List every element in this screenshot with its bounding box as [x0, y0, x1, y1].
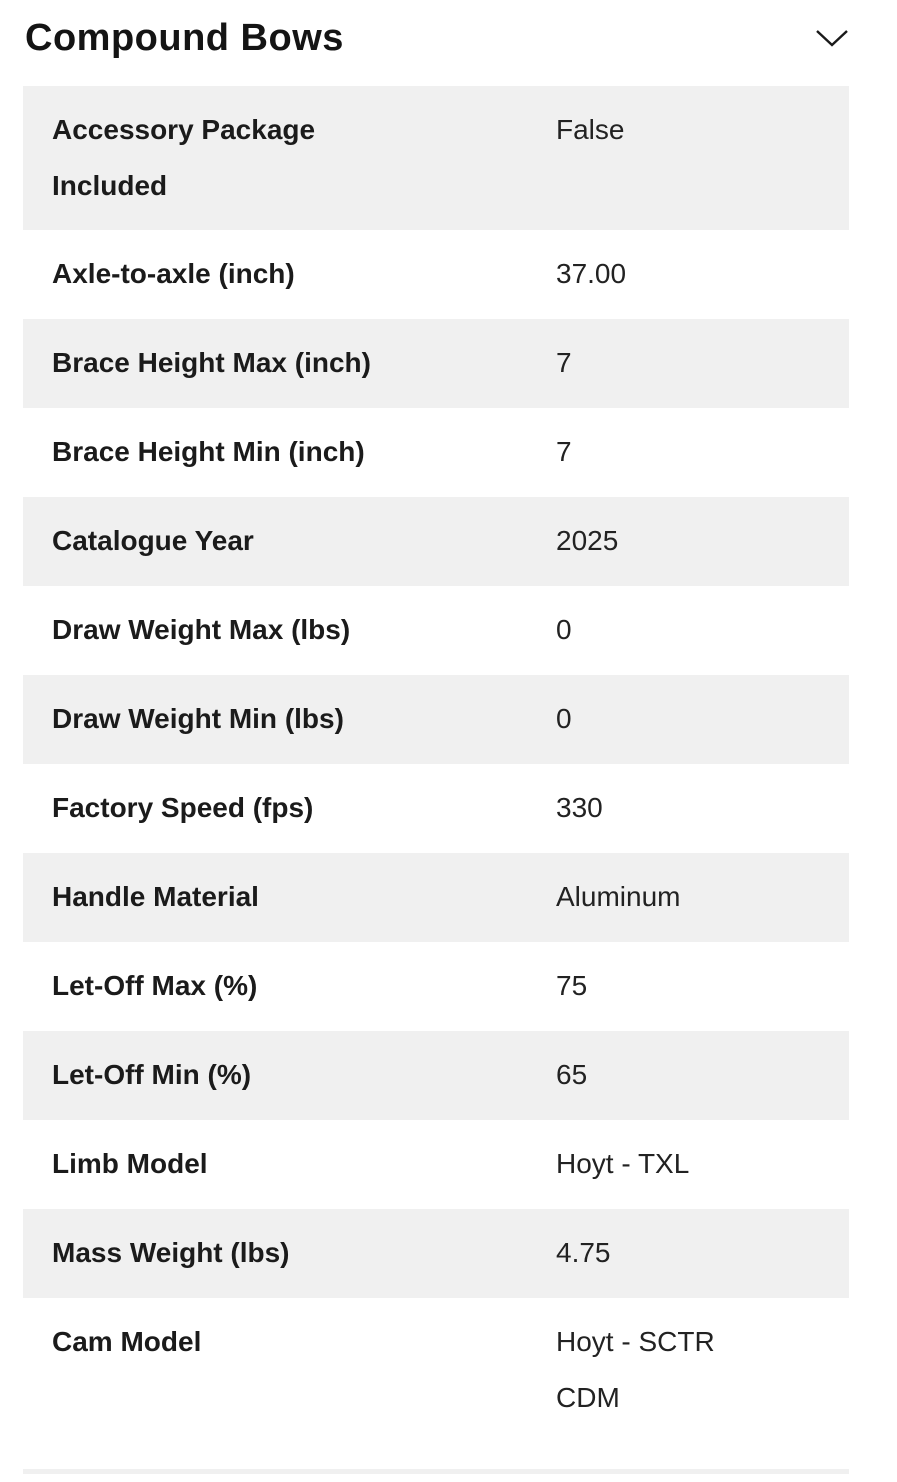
spec-value: Aluminum	[556, 881, 681, 912]
spec-row-limb-model: Limb Model Hoyt - TXL	[23, 1120, 849, 1209]
spec-row-let-off-min: Let-Off Min (%) 65	[23, 1031, 849, 1120]
spec-row-axle-to-axle: Axle-to-axle (inch) 37.00	[23, 230, 849, 319]
spec-label: Draw Weight Min (lbs)	[52, 703, 344, 734]
spec-label: Brace Height Max (inch)	[52, 347, 371, 378]
spec-value: 0	[556, 614, 572, 645]
spec-panel: Compound Bows Accessory Package Included…	[23, 0, 849, 1474]
spec-row-brace-height-min: Brace Height Min (inch) 7	[23, 408, 849, 497]
spec-label: Brace Height Min (inch)	[52, 436, 365, 467]
spec-label: Cam Model	[52, 1326, 202, 1357]
spec-value: 0	[556, 703, 572, 734]
spec-value: 4.75	[556, 1237, 611, 1268]
spec-row-handle-material: Handle Material Aluminum	[23, 853, 849, 942]
section-header-toggle[interactable]: Compound Bows	[23, 0, 849, 62]
spec-value: Hoyt - SCTR CDM	[556, 1326, 715, 1413]
spec-label: Draw Weight Max (lbs)	[52, 614, 351, 645]
spec-value: 330	[556, 792, 603, 823]
spec-label: Handle Material	[52, 881, 259, 912]
section-title: Compound Bows	[25, 17, 344, 59]
spec-row-let-off-max: Let-Off Max (%) 75	[23, 942, 849, 1031]
spec-row-factory-speed: Factory Speed (fps) 330	[23, 764, 849, 853]
spec-row-cam-model: Cam Model Hoyt - SCTR CDM	[23, 1298, 849, 1442]
spec-row-draw-weight-max: Draw Weight Max (lbs) 0	[23, 586, 849, 675]
next-section-row-edge	[23, 1469, 849, 1474]
spec-label: Let-Off Min (%)	[52, 1059, 252, 1090]
spec-label: Factory Speed (fps)	[52, 792, 314, 823]
spec-value: 7	[556, 347, 572, 378]
spec-label: Mass Weight (lbs)	[52, 1237, 290, 1268]
spec-value: 65	[556, 1059, 588, 1090]
chevron-down-icon[interactable]	[815, 21, 849, 55]
spec-value: 75	[556, 970, 588, 1001]
spec-table: Accessory Package Included False Axle-to…	[23, 86, 849, 1442]
spec-label: Limb Model	[52, 1148, 208, 1179]
spec-label: Catalogue Year	[52, 525, 254, 556]
spec-value: 2025	[556, 525, 619, 556]
spec-label: Let-Off Max (%)	[52, 970, 258, 1001]
spec-row-accessory-package-included: Accessory Package Included False	[23, 86, 849, 230]
spec-row-mass-weight: Mass Weight (lbs) 4.75	[23, 1209, 849, 1298]
spec-row-catalogue-year: Catalogue Year 2025	[23, 497, 849, 586]
spec-value: False	[556, 114, 625, 145]
spec-label: Axle-to-axle (inch)	[52, 258, 295, 289]
spec-value: 37.00	[556, 258, 627, 289]
spec-label: Accessory Package Included	[52, 114, 316, 201]
spec-value: 7	[556, 436, 572, 467]
spec-value: Hoyt - TXL	[556, 1148, 690, 1179]
spec-row-draw-weight-min: Draw Weight Min (lbs) 0	[23, 675, 849, 764]
spec-row-brace-height-max: Brace Height Max (inch) 7	[23, 319, 849, 408]
